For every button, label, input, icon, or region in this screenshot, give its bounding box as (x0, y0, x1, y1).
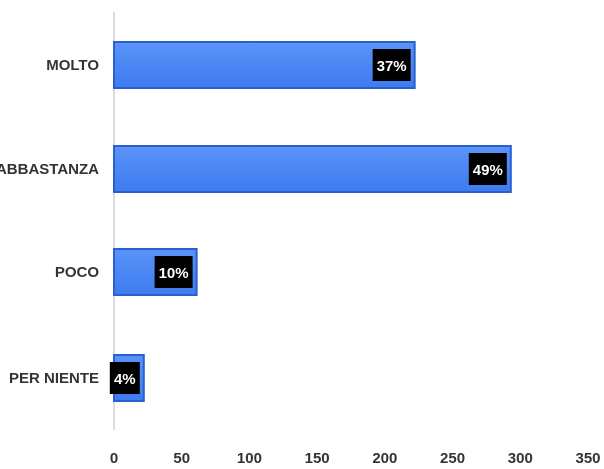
x-tick-label: 350 (575, 450, 600, 467)
x-tick-label: 100 (237, 450, 262, 467)
x-tick-label: 150 (305, 450, 330, 467)
data-label-box (154, 256, 193, 288)
x-axis-tick-labels: 0 50 100 150 200 250 300 350 (110, 450, 601, 467)
data-label: 49% (468, 153, 507, 185)
x-tick-label: 200 (372, 450, 397, 467)
category-labels: MOLTO ABBASTANZA POCO PER NIENTE (0, 57, 99, 387)
bars-layer (113, 41, 512, 402)
bar-abbastanza (113, 145, 512, 193)
data-label-text: 10% (159, 265, 189, 282)
data-label: 37% (372, 49, 411, 81)
data-label-text: 37% (377, 58, 407, 75)
bar-molto (113, 41, 416, 89)
x-tick-label: 300 (508, 450, 533, 467)
data-label-text: 49% (473, 162, 503, 179)
data-label-box (109, 362, 140, 394)
data-label-text: 4% (114, 371, 136, 388)
category-label: MOLTO (46, 57, 99, 74)
x-tick-label: 0 (110, 450, 118, 467)
data-label-box (372, 49, 411, 81)
data-labels: 37% 49% 10% 4% (109, 49, 507, 394)
data-label: 10% (154, 256, 193, 288)
category-label: POCO (55, 264, 100, 281)
x-tick-label: 250 (440, 450, 465, 467)
data-label-box (468, 153, 507, 185)
x-tick-label: 50 (173, 450, 190, 467)
data-label: 4% (109, 362, 140, 394)
category-label: ABBASTANZA (0, 161, 99, 178)
category-label: PER NIENTE (9, 370, 99, 387)
